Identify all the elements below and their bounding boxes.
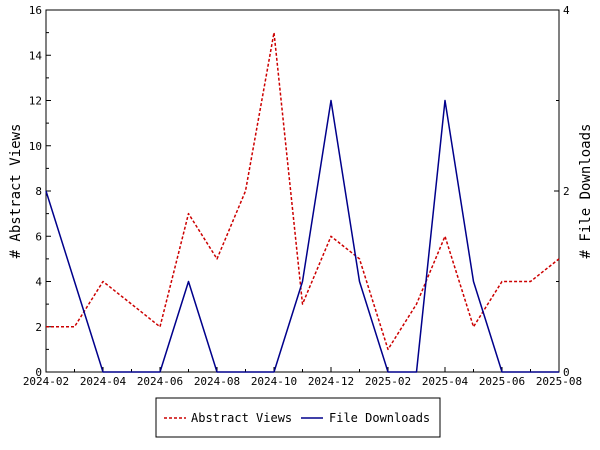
x-tick-label: 2025-02 — [365, 375, 411, 388]
y-left-tick-label: 14 — [29, 49, 43, 62]
y-right-tick-label: 4 — [563, 4, 570, 17]
legend: Abstract Views File Downloads — [155, 397, 441, 438]
x-tick-label: 2024-04 — [80, 375, 127, 388]
x-tick-label: 2025-04 — [422, 375, 469, 388]
y-left-tick-label: 12 — [29, 95, 42, 108]
y-left-tick-label: 16 — [29, 4, 42, 17]
y-left-tick-label: 8 — [35, 185, 42, 198]
x-tick-label: 2024-06 — [137, 375, 183, 388]
legend-label-abstract-views: Abstract Views — [191, 411, 292, 425]
file-downloads-line — [45, 99, 559, 373]
series-lines — [45, 31, 560, 373]
y-left-tick-label: 4 — [35, 276, 42, 289]
right-axis-title: # File Downloads — [578, 124, 594, 259]
y-left-tick-label: 10 — [29, 140, 42, 153]
left-axis-title: # Abstract Views — [8, 124, 24, 259]
x-tick-label: 2025-06 — [479, 375, 525, 388]
x-tick-label: 2024-08 — [194, 375, 240, 388]
x-tick-label: 2024-02 — [23, 375, 69, 388]
legend-label-file-downloads: File Downloads — [329, 411, 430, 425]
y-left-tick-label: 0 — [35, 366, 42, 379]
legend-box — [155, 397, 441, 438]
x-tick-label: 2024-12 — [308, 375, 354, 388]
abstract-views-line — [46, 31, 560, 351]
plot-area — [45, 9, 560, 373]
x-tick-label: 2024-10 — [251, 375, 297, 388]
y-left-tick-label: 2 — [35, 321, 42, 334]
y-left-tick-label: 6 — [35, 230, 42, 243]
y-right-tick-label: 0 — [563, 366, 570, 379]
y-right-tick-label: 2 — [563, 185, 570, 198]
x-tick-label: 2025-08 — [536, 375, 582, 388]
axis-ticks: 2024-02 2024-04 2024-06 2024-08 2024-10 2024-… — [23, 4, 582, 388]
